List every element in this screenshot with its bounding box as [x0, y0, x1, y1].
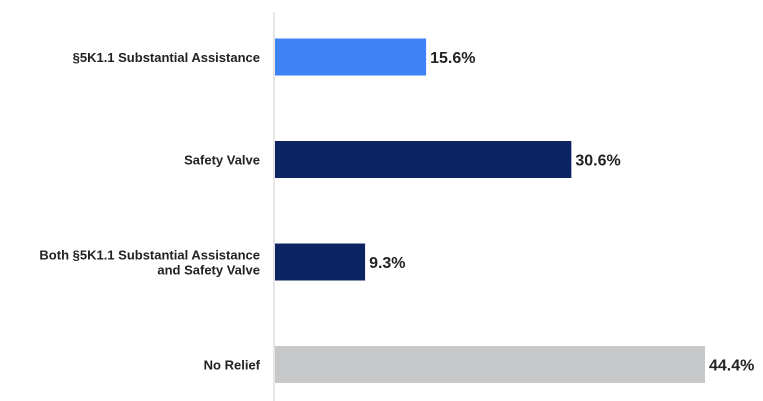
value-label-2: 9.3% [369, 255, 405, 272]
bar-1 [275, 141, 572, 178]
value-label-3: 44.4% [709, 358, 754, 375]
category-label-3-line-0: No Relief [204, 358, 261, 373]
category-labels-group: §5K1.1 Substantial Assistance Safety Valv… [39, 50, 260, 373]
value-label-0: 15.6% [430, 50, 475, 67]
category-label-2-line-1: and Safety Valve [157, 263, 260, 278]
bar-2 [275, 243, 366, 281]
category-label-2-line-0: Both §5K1.1 Substantial Assistance [39, 248, 260, 263]
value-label-1: 30.6% [575, 153, 620, 170]
category-label-0-line-0: §5K1.1 Substantial Assistance [73, 50, 260, 65]
category-label-1-line-0: Safety Valve [184, 153, 260, 168]
bar-3 [275, 346, 705, 383]
value-labels-group: 15.6% 30.6% 9.3% 44.4% [369, 50, 754, 375]
bar-0 [275, 38, 427, 76]
bars-group [275, 38, 705, 383]
